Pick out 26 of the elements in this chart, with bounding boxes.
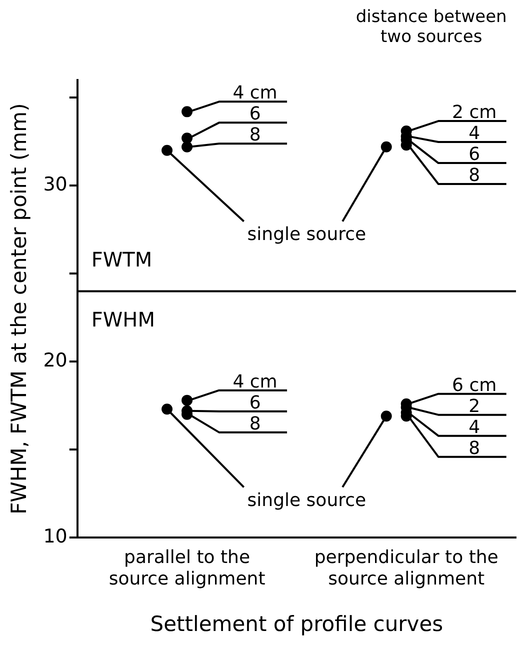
annotation: 8 <box>249 124 261 146</box>
annotation: 8 <box>249 413 261 434</box>
annotation: 8 <box>468 438 480 459</box>
text: single source <box>247 224 366 246</box>
annotation: 6 <box>249 392 261 414</box>
y-tick-label: 20 <box>43 350 68 372</box>
annotation: 2 cm <box>452 102 497 124</box>
annotation: 6 cm <box>452 374 497 396</box>
y-tick-label: 30 <box>43 174 68 196</box>
y-tick-label: 10 <box>43 526 68 548</box>
annotation: FWHM <box>91 307 155 332</box>
annotation: FWTM <box>91 247 152 272</box>
x-tick-label: parallel to the source alignment <box>108 547 266 590</box>
legend-title: distance between two sources <box>356 7 507 47</box>
x-tick-label: perpendicular to the source alignment <box>314 547 498 590</box>
annotation: 2 <box>468 396 480 417</box>
y-axis-title: FWHM, FWTM at the center point (mm) <box>7 103 32 514</box>
annotation: 4 <box>468 123 480 144</box>
annotation: 6 <box>468 144 480 166</box>
text: single source <box>247 490 366 511</box>
annotation: 4 cm <box>232 82 278 104</box>
x-axis-title: Settlement of profile curves <box>150 612 444 636</box>
annotation: 6 <box>249 104 261 125</box>
annotation: 4 cm <box>232 371 278 392</box>
annotation: 8 <box>468 165 480 186</box>
annotation: 4 <box>468 416 480 438</box>
